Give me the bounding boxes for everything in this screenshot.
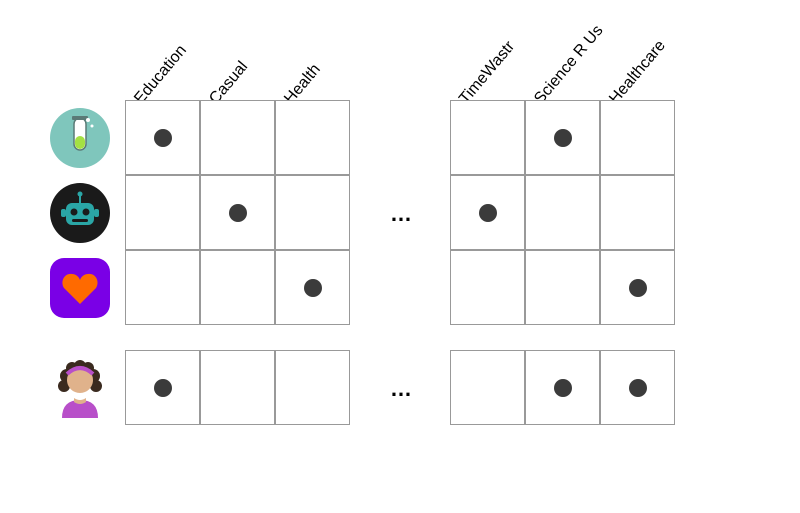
dot xyxy=(554,129,572,147)
dot xyxy=(554,379,572,397)
dot xyxy=(304,279,322,297)
col-header-right-2: Healthcare xyxy=(606,37,670,108)
right-cell xyxy=(525,175,600,250)
right-cell xyxy=(600,175,675,250)
dot xyxy=(479,204,497,222)
col-header-right-0: TimeWastr xyxy=(456,38,519,108)
left-cell xyxy=(125,175,200,250)
test-tube-icon xyxy=(50,108,110,168)
dot xyxy=(154,129,172,147)
left-cell xyxy=(200,250,275,325)
left-cell xyxy=(125,250,200,325)
col-header-left-0: Education xyxy=(131,42,191,108)
left-cell xyxy=(200,350,275,425)
ellipsis: … xyxy=(390,376,414,402)
person-icon xyxy=(50,358,110,418)
left-cell xyxy=(275,100,350,175)
left-cell xyxy=(275,175,350,250)
robot-icon xyxy=(50,183,110,243)
dot xyxy=(154,379,172,397)
col-header-right-1: Science R Us xyxy=(531,22,607,108)
right-cell xyxy=(450,350,525,425)
right-cell xyxy=(525,250,600,325)
ellipsis: … xyxy=(390,201,414,227)
left-cell xyxy=(200,100,275,175)
heart-icon xyxy=(50,258,110,318)
right-cell xyxy=(450,250,525,325)
right-cell xyxy=(450,100,525,175)
dot xyxy=(229,204,247,222)
right-cell xyxy=(600,100,675,175)
dot xyxy=(629,379,647,397)
left-cell xyxy=(275,350,350,425)
dot xyxy=(629,279,647,297)
